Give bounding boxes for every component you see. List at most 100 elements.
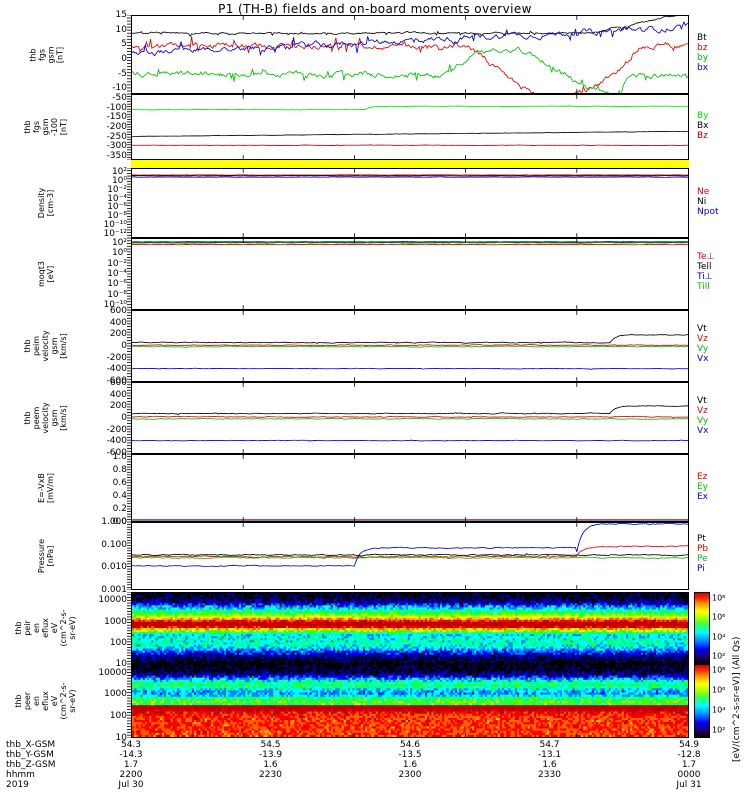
y-tick-label: 10000: [98, 667, 127, 678]
panel-moqt3: [131, 238, 689, 310]
y-axis-label-part: thb: [14, 621, 23, 635]
legend-item-Tell: Tell: [697, 262, 712, 272]
y-ticks-peim-velocity: 600 400 200 0 -200 -400 -600: [0, 306, 127, 386]
y-tick-label: -350: [106, 151, 127, 162]
plot-area-efield: [132, 455, 688, 521]
legend-item-By: By: [697, 110, 709, 121]
y-axis-label-part: Pressure: [36, 538, 46, 574]
y-tick-label: 1.000: [101, 517, 127, 527]
y-tick-label: -400: [106, 436, 127, 447]
axis-tick-value: -13.9: [258, 750, 283, 760]
y-tick-label: -100: [106, 102, 127, 113]
y-tick-label: 100: [109, 637, 127, 648]
y-tick-label: -250: [106, 131, 127, 142]
y-tick-label: 5: [121, 39, 127, 50]
axis-row-label-0: thb_X-GSM: [6, 740, 56, 750]
y-tick-label: -600: [106, 375, 127, 386]
y-tick-label: 0.8: [112, 465, 127, 476]
panel-fgs-gsm: [131, 15, 689, 94]
legend-peem-velocity: Vt Vz Vy Vx: [697, 396, 708, 436]
y-tick-marks-peer-spectrogram: [125, 663, 131, 739]
y-tick-label: 10²: [111, 238, 127, 249]
y-tick-label: 10⁰: [111, 248, 127, 259]
legend-item-Vx: Vx: [697, 426, 709, 436]
legend-item-Vt: Vt: [697, 324, 707, 334]
legend-item-Bx: Bx: [697, 120, 709, 131]
legend-moqt3: Te⊥ Tell Ti⊥ Till: [697, 252, 714, 292]
y-axis-label-part: sr-eV): [68, 689, 77, 713]
y-tick-label: 10⁻⁴: [107, 193, 127, 204]
axis-tick-value: 54.5: [260, 740, 281, 750]
y-tick-label: 0.6: [112, 478, 127, 489]
y-axis-label-part: [mV/m]: [45, 473, 55, 503]
y-tick-label: 0.4: [112, 491, 127, 502]
y-tick-marks-peir-spectrogram: [125, 591, 131, 665]
y-axis-label-part: eflux: [41, 691, 50, 711]
axis-tick-value: 2230: [259, 770, 282, 780]
y-axis-label-part: peir: [23, 620, 32, 636]
y-axis-label-part: gsm: [45, 45, 55, 64]
legend-item-Vz: Vz: [697, 406, 708, 416]
legend-item-Vx: Vx: [697, 354, 709, 364]
y-tick-label: 0.010: [101, 562, 127, 573]
panel-peir-spectrogram: [131, 592, 689, 664]
peer-colorbar: [694, 664, 710, 738]
legend-item-Vy: Vy: [697, 344, 709, 354]
axis-tick-value: -12.8: [677, 750, 701, 760]
y-axis-label-part: E=-VxB: [36, 473, 46, 503]
legend-item-Pt: Pt: [697, 534, 706, 544]
y-axis-label-part: peem: [32, 406, 41, 430]
y-axis-label-part: [nPa]: [45, 545, 55, 567]
axis-tick-value: 1.6: [542, 760, 557, 770]
y-axis-label-part: Density: [36, 187, 46, 219]
legend-item-Till: Till: [697, 282, 710, 292]
axis-tick-value: 54.6: [399, 740, 421, 750]
y-tick-label: 10⁻¹²: [103, 228, 127, 239]
y-tick-label: 600: [109, 378, 127, 389]
axis-tick-value: 0000: [677, 770, 701, 780]
colorbar-tick-label: 10²: [712, 651, 726, 661]
legend-item-Ex: Ex: [697, 491, 709, 502]
axis-tick-value: Jul 30: [118, 780, 144, 790]
y-tick-label: 1000: [104, 616, 127, 627]
legend-item-Ey: Ey: [697, 481, 709, 492]
y-tick-label: 1000: [104, 689, 127, 700]
y-axis-label-part: [nT]: [59, 118, 68, 136]
y-tick-marks-peem-velocity: [125, 381, 131, 455]
y-tick-label: 10²: [111, 167, 127, 178]
y-tick-label: 10⁻¹⁰: [103, 299, 127, 310]
legend-item-Pb: Pb: [697, 544, 709, 554]
saturated-band: [131, 160, 689, 168]
y-axis-label-part: fgs: [36, 48, 46, 61]
legend-item-Vy: Vy: [697, 416, 709, 426]
y-axis-label-part: [cm-3]: [45, 189, 55, 217]
legend-item-Ni: Ni: [697, 196, 707, 207]
y-axis-label-part: en: [32, 696, 41, 706]
plot-area-moqt3: [132, 239, 688, 309]
y-axis-label-part: sr-eV): [68, 616, 77, 640]
y-axis-label-part: [nT]: [54, 46, 64, 63]
y-tick-marks-efield: [125, 453, 131, 523]
y-tick-label: 1.0: [112, 452, 127, 463]
y-axis-label-part: en: [32, 623, 41, 633]
y-axis-label-part: gsm: [50, 337, 59, 355]
y-tick-label: -50: [112, 92, 127, 103]
legend-item-by: by: [697, 52, 709, 63]
y-ticks-fgs-gsm: 15 10 5 0 -5 -10: [0, 10, 127, 94]
y-tick-label: 0.001: [101, 585, 127, 595]
y-axis-label-part: velocity: [41, 402, 50, 434]
panel-fgs-gsm-100: [131, 94, 689, 160]
y-axis-label-part: -100: [50, 117, 59, 137]
axis-tick-value: -13.1: [537, 750, 562, 760]
y-axis-label-part: fgs: [32, 120, 41, 134]
panel-pressure: [131, 522, 689, 590]
y-tick-label: 10⁻⁶: [107, 202, 127, 213]
y-axis-label-part: thb: [23, 120, 32, 134]
y-tick-label: 0.0: [112, 517, 127, 527]
y-tick-label: -200: [106, 122, 127, 132]
legend-peim-velocity: Vt Vz Vy Vx: [697, 324, 708, 364]
legend-item-Ez: Ez: [697, 471, 708, 482]
colorbar-axis-label: [eV/(cm^2-s-sr-eV)] (All Qs): [732, 636, 742, 762]
y-tick-label: 10⁻⁶: [107, 279, 127, 290]
y-tick-label: 10: [115, 24, 127, 35]
